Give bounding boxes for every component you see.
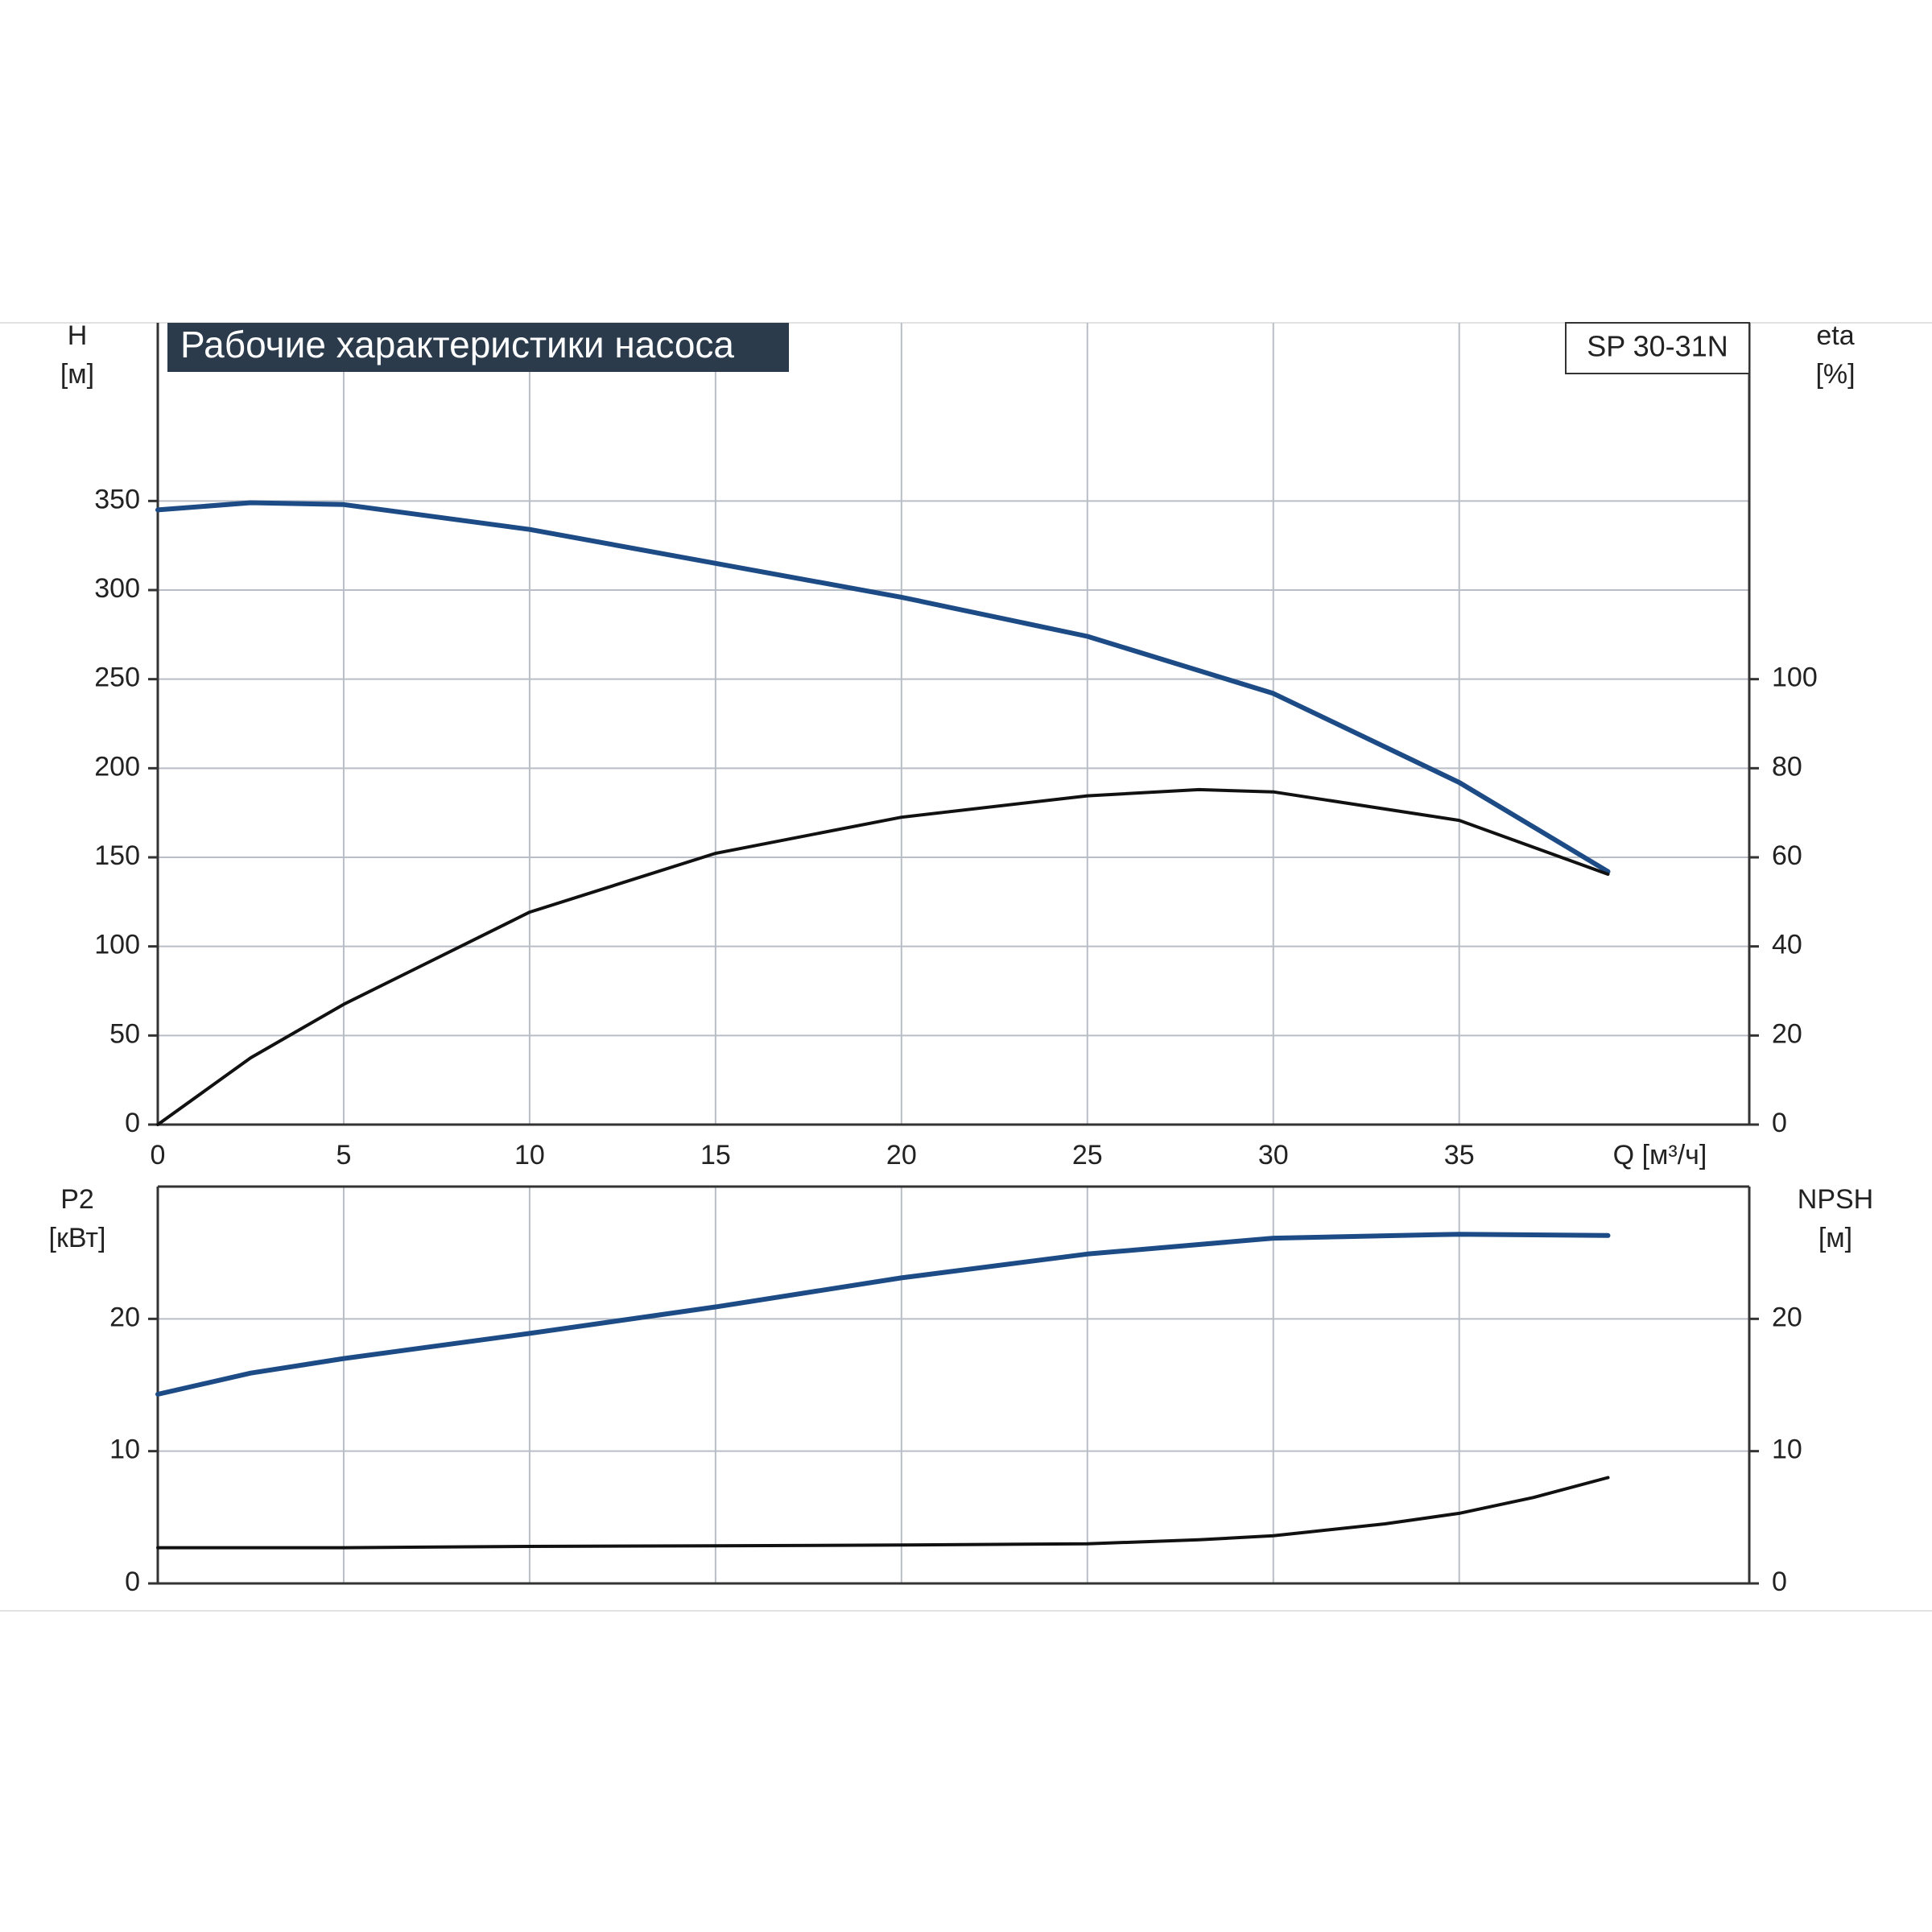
y-axis-label: H [68, 320, 88, 351]
x-tick-label: 25 [1072, 1140, 1103, 1170]
y-axis-label: P2 [60, 1184, 94, 1215]
x-tick-label: 15 [700, 1140, 731, 1170]
curve-0 [155, 500, 1611, 874]
x-tick-label: 30 [1258, 1140, 1289, 1170]
x-axis-label: Q [м³/ч] [1613, 1140, 1707, 1170]
x-tick-label: 5 [336, 1140, 351, 1170]
x-tick-label: 20 [886, 1140, 917, 1170]
y-tick-label: 300 [94, 573, 140, 604]
curve-1 [156, 1476, 1610, 1550]
y2-axis-label: [%] [1815, 359, 1855, 390]
y-tick-label: 20 [109, 1302, 140, 1332]
y2-tick-label: 80 [1772, 751, 1802, 782]
y2-axis-label: [м] [1818, 1223, 1852, 1253]
model-box [1565, 322, 1750, 374]
y2-tick-label: 60 [1772, 840, 1802, 871]
x-tick-label: 10 [514, 1140, 545, 1170]
y2-tick-label: 0 [1772, 1567, 1787, 1597]
y2-tick-label: 40 [1772, 930, 1802, 960]
model-label: SP 30-31N [1587, 330, 1728, 363]
y-tick-label: 10 [109, 1435, 140, 1465]
title-box [167, 323, 789, 372]
curve-1 [156, 787, 1610, 1126]
y-tick-label: 200 [94, 751, 140, 782]
chart-title: Рабочие характеристики насоса [180, 324, 734, 365]
y-tick-label: 0 [125, 1567, 140, 1597]
y2-tick-label: 20 [1772, 1302, 1802, 1332]
y-axis-label: [м] [60, 359, 94, 390]
y-axis-label: [кВт] [49, 1223, 106, 1253]
y2-tick-label: 20 [1772, 1018, 1802, 1049]
y-tick-label: 250 [94, 663, 140, 693]
y2-tick-label: 0 [1772, 1108, 1787, 1138]
y2-tick-label: 100 [1772, 663, 1818, 693]
curve-0 [155, 1232, 1611, 1397]
y-tick-label: 0 [125, 1108, 140, 1138]
y2-tick-label: 10 [1772, 1435, 1802, 1465]
y-tick-label: 50 [109, 1018, 140, 1049]
y2-axis-label: eta [1816, 320, 1854, 351]
y-tick-label: 150 [94, 840, 140, 871]
plots: 0 5 10 15 20 25 30 3505010015020025030035002040… [49, 320, 1874, 1597]
x-tick-label: 0 [151, 1140, 166, 1170]
x-tick-label: 35 [1444, 1140, 1475, 1170]
y-tick-label: 100 [94, 930, 140, 960]
y2-axis-label: NPSH [1798, 1184, 1873, 1215]
y-tick-label: 350 [94, 484, 140, 514]
